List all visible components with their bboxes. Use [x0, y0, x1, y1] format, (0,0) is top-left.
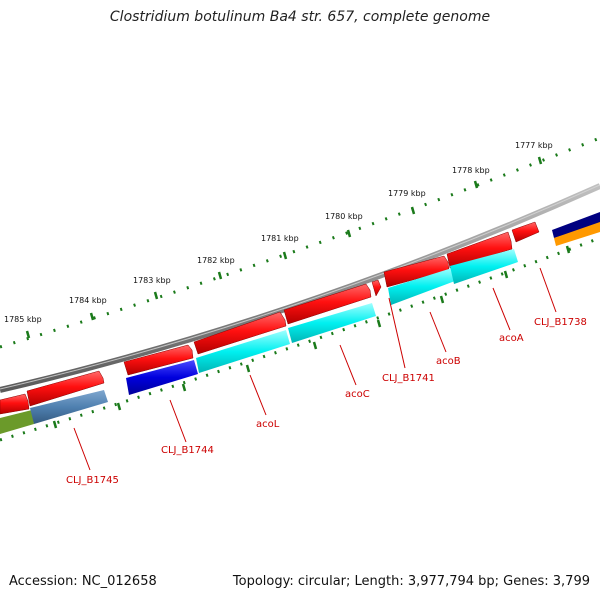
genome-summary-text: Topology: circular; Length: 3,977,794 bp…	[232, 574, 590, 589]
feature-olive	[0, 410, 34, 434]
ruler-label-1781: 1781 kbp	[261, 234, 299, 243]
ruler-label-1780: 1780 kbp	[325, 212, 363, 221]
inner-tick-9	[565, 245, 571, 254]
feature-orange	[554, 222, 600, 246]
ruler-tick-1777	[537, 156, 543, 165]
feature-cyan-2	[288, 303, 376, 343]
feature-cyan-3	[388, 268, 455, 305]
gene-label-acoc: acoC	[345, 389, 370, 400]
ruler-label-1782: 1782 kbp	[197, 256, 235, 265]
ruler-label-1779: 1779 kbp	[388, 189, 426, 198]
ruler-label-1783: 1783 kbp	[133, 276, 171, 285]
leader-acoc	[339, 344, 357, 386]
gene-label-leaders	[73, 267, 557, 471]
cds-track	[0, 221, 540, 415]
outer-ruler-ticks	[25, 156, 543, 339]
gene-label-acob: acoB	[436, 356, 461, 367]
inner-tick-2	[116, 402, 122, 411]
feature-cyan-4	[450, 249, 518, 284]
gene-arrow-clj-b1741-cds	[283, 283, 372, 325]
gene-arrow-acob-cds	[383, 255, 450, 288]
inner-tick-4	[245, 364, 251, 373]
gene-label-acoa: acoA	[499, 333, 524, 344]
gene-label-clj-b1741: CLJ_B1741	[382, 373, 435, 384]
feature-blue	[126, 360, 198, 395]
ruler-tick-1785	[25, 330, 31, 339]
ruler-tick-1781	[282, 251, 288, 260]
gene-labels: CLJ_B1738 acoA acoB CLJ_B1741 acoC acoL …	[66, 317, 587, 486]
ruler-label-1777: 1777 kbp	[515, 141, 553, 150]
ruler-label-1785: 1785 kbp	[4, 315, 42, 324]
gene-arrow-clj-b1744-cds	[26, 370, 105, 407]
leader-acoa	[492, 287, 511, 331]
ruler-tick-1784	[89, 312, 95, 321]
feature-track	[0, 212, 600, 434]
accession-text: Accession: NC_012658	[9, 574, 157, 589]
ruler-label-1778: 1778 kbp	[452, 166, 490, 175]
inner-ruler	[0, 236, 600, 442]
ruler-tick-1778	[473, 180, 479, 189]
outer-ruler	[0, 136, 600, 349]
leader-clj-b1744	[169, 399, 187, 443]
map-title: Clostridium botulinum Ba4 str. 657, comp…	[109, 9, 491, 25]
gene-arrow-clj-b1745-cds	[0, 393, 30, 415]
gene-arrow-acoa-cds	[446, 231, 513, 269]
inner-tick-5	[312, 341, 318, 350]
inner-tick-1	[52, 420, 58, 429]
gene-label-acol: acoL	[256, 419, 280, 430]
inner-tick-6	[376, 319, 382, 328]
genome-backbone	[0, 183, 600, 393]
inner-tick-7	[439, 295, 445, 304]
gene-label-clj-b1738: CLJ_B1738	[534, 317, 587, 328]
ruler-tick-1782	[217, 271, 223, 280]
gene-label-clj-b1744: CLJ_B1744	[161, 445, 214, 456]
gene-label-clj-b1745: CLJ_B1745	[66, 475, 119, 486]
inner-tick-3	[181, 383, 187, 392]
feature-cyan-1	[196, 330, 290, 373]
gene-arrow-clj-b1738-cds	[511, 221, 540, 243]
leader-acob	[429, 311, 447, 353]
gene-arrow-acoc-cds	[193, 311, 287, 355]
leader-clj-b1745	[73, 427, 91, 471]
ruler-tick-1779	[410, 206, 416, 215]
gene-arrow-small-cds	[371, 279, 382, 297]
gene-arrow-acol-cds	[123, 344, 194, 376]
leader-acol	[249, 374, 267, 416]
leader-clj-b1738	[539, 267, 557, 313]
ruler-tick-1783	[153, 291, 159, 300]
feature-steel	[30, 390, 108, 424]
ruler-labels: 1777 kbp 1778 kbp 1779 kbp 1780 kbp 1781…	[4, 141, 553, 324]
ruler-tick-1780	[346, 229, 352, 238]
ruler-label-1784: 1784 kbp	[69, 296, 107, 305]
inner-tick-8	[503, 270, 509, 279]
feature-navy	[552, 212, 600, 238]
leader-clj-b1741	[388, 297, 406, 369]
